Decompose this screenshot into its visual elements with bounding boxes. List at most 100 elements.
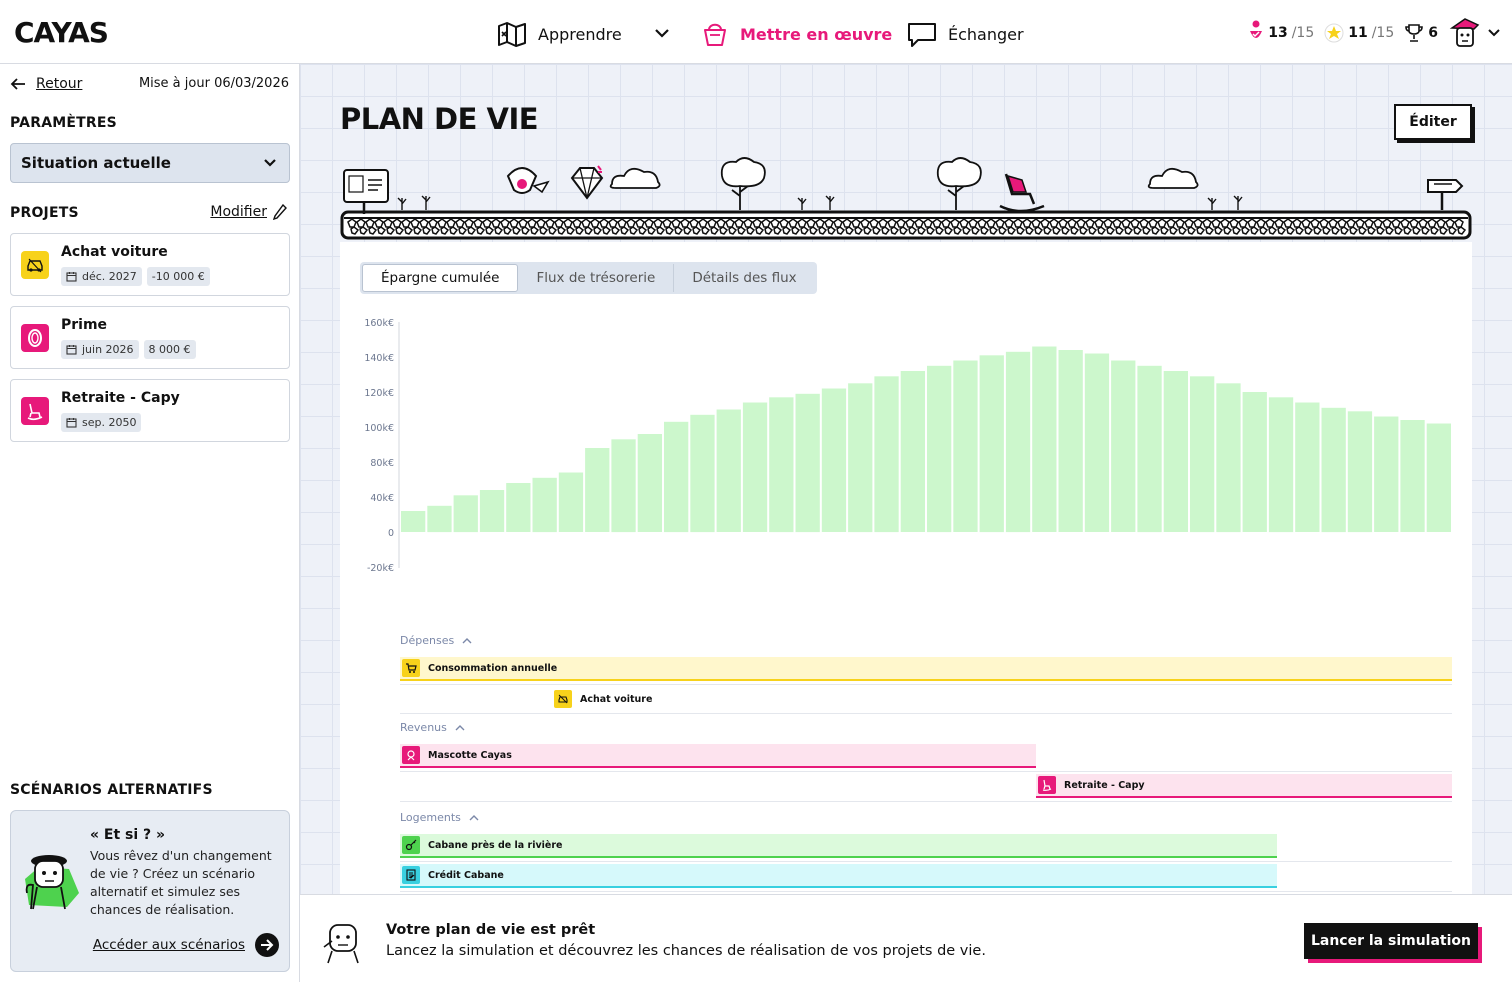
tree-icon bbox=[720, 157, 982, 210]
chart-bar[interactable] bbox=[479, 490, 505, 532]
chart-bar[interactable] bbox=[1374, 416, 1399, 533]
chevron-down-icon[interactable] bbox=[1486, 25, 1502, 41]
chart-bar[interactable] bbox=[795, 393, 820, 533]
nav-mettre-en-oeuvre[interactable]: Mettre en œuvre bbox=[700, 20, 892, 48]
tab-flux-tresorerie[interactable]: Flux de trésorerie bbox=[518, 264, 675, 292]
main-content: PLAN DE VIE Éditer bbox=[300, 64, 1512, 894]
mascot-icon bbox=[402, 746, 420, 764]
params-title: PARAMÈTRES bbox=[10, 115, 117, 131]
avatar[interactable] bbox=[1448, 16, 1482, 50]
heart-pin-icon bbox=[1250, 20, 1263, 38]
chart-bar[interactable] bbox=[401, 511, 426, 532]
y-tick-label: 100k€ bbox=[364, 423, 394, 434]
chart-bar[interactable] bbox=[1032, 346, 1057, 533]
nav-apprendre[interactable]: Apprendre bbox=[496, 20, 672, 48]
chart-bar[interactable] bbox=[1321, 407, 1346, 533]
chart-bar[interactable] bbox=[558, 472, 584, 533]
chart-bar[interactable] bbox=[821, 388, 847, 533]
chart-bar[interactable] bbox=[953, 360, 978, 533]
back-link[interactable]: Retour bbox=[10, 76, 82, 92]
arrow-left-icon bbox=[10, 78, 25, 90]
last-update: Mise à jour 06/03/2026 bbox=[138, 76, 289, 91]
chart-bar[interactable] bbox=[1137, 365, 1162, 533]
lives-stat: 13/15 bbox=[1248, 19, 1314, 47]
trophies-stat: 6 bbox=[1404, 23, 1438, 43]
chart-bar[interactable] bbox=[1111, 360, 1136, 533]
chevron-up-icon bbox=[455, 725, 465, 731]
project-card-prime[interactable]: Prime juin 2026 8 000 € bbox=[10, 306, 290, 369]
user-menu[interactable] bbox=[1448, 16, 1502, 50]
chart-bar[interactable] bbox=[427, 505, 452, 533]
stars-stat: 11/15 bbox=[1324, 23, 1394, 43]
user-stats: 13/15 11/15 6 bbox=[1248, 16, 1502, 50]
chart-bar[interactable] bbox=[453, 495, 478, 533]
flow-consommation-annuelle[interactable]: Consommation annuelle bbox=[400, 657, 1452, 681]
chart-bar[interactable] bbox=[1347, 411, 1373, 533]
pencil-icon bbox=[273, 204, 287, 220]
category-income[interactable]: Revenus bbox=[400, 721, 465, 734]
chart-bar[interactable] bbox=[874, 376, 899, 533]
chart-bar[interactable] bbox=[585, 448, 610, 532]
y-tick-label: 80k€ bbox=[370, 458, 394, 469]
situation-select[interactable]: Situation actuelle bbox=[10, 143, 290, 183]
project-card-achat-voiture[interactable]: Achat voiture déc. 2027 -10 000 € bbox=[10, 233, 290, 296]
chart-bar[interactable] bbox=[927, 365, 952, 533]
chart-bar[interactable] bbox=[900, 371, 925, 532]
cayas-logo[interactable]: CAYAS bbox=[14, 16, 109, 49]
flow-achat-voiture[interactable]: Achat voiture bbox=[552, 687, 1452, 711]
flow-mascotte-cayas[interactable]: Mascotte Cayas bbox=[400, 744, 1036, 768]
chart-bar[interactable] bbox=[1268, 397, 1294, 533]
category-housing[interactable]: Logements bbox=[400, 811, 479, 824]
ready-title: Votre plan de vie est prêt bbox=[386, 922, 596, 938]
nav-echanger[interactable]: Échanger bbox=[906, 20, 1024, 48]
exit-sign bbox=[1427, 179, 1464, 210]
chart-bar[interactable] bbox=[1005, 351, 1031, 533]
map-icon bbox=[498, 22, 526, 47]
chart-bar[interactable] bbox=[1190, 376, 1215, 533]
chart-bar[interactable] bbox=[716, 409, 741, 533]
chart-bar[interactable] bbox=[506, 483, 531, 532]
project-amount: 8 000 € bbox=[143, 340, 196, 359]
project-amount: -10 000 € bbox=[146, 267, 210, 286]
chart-bar[interactable] bbox=[1058, 350, 1083, 532]
chart-bar[interactable] bbox=[769, 397, 794, 533]
chart-bar[interactable] bbox=[848, 383, 873, 533]
chart-bar[interactable] bbox=[1400, 420, 1425, 532]
flow-retraite-capy[interactable]: Retraite - Capy bbox=[1036, 774, 1452, 798]
ring-icon bbox=[21, 324, 49, 352]
cloud-icon bbox=[609, 167, 1199, 189]
edit-button[interactable]: Éditer bbox=[1394, 104, 1472, 140]
trophy-icon bbox=[1405, 24, 1424, 42]
chart-bar[interactable] bbox=[1426, 423, 1451, 533]
chart-bar[interactable] bbox=[664, 421, 689, 533]
tab-details-flux[interactable]: Détails des flux bbox=[692, 270, 797, 286]
diamond-icon bbox=[570, 165, 604, 200]
flow-cabane-riviere[interactable]: Cabane près de la rivière bbox=[400, 834, 1277, 858]
calendar-icon bbox=[66, 345, 77, 355]
speech-bubble-icon bbox=[908, 23, 936, 47]
category-expenses[interactable]: Dépenses bbox=[400, 634, 472, 647]
chart-bar[interactable] bbox=[637, 434, 662, 532]
flow-credit-cabane[interactable]: Crédit Cabane bbox=[400, 864, 1277, 888]
scenarios-link[interactable]: Accéder aux scénarios bbox=[93, 933, 279, 957]
chart-bar[interactable] bbox=[1084, 353, 1110, 533]
tab-epargne-cumulee[interactable]: Épargne cumulée bbox=[362, 264, 519, 292]
chart-bar[interactable] bbox=[742, 402, 768, 533]
launch-simulation-button[interactable]: Lancer la simulation bbox=[1304, 923, 1478, 959]
chart-bar[interactable] bbox=[690, 414, 715, 533]
chevron-down-icon[interactable] bbox=[638, 24, 672, 44]
key-icon bbox=[402, 836, 420, 854]
chart-bar[interactable] bbox=[532, 477, 557, 533]
chart-bar[interactable] bbox=[1242, 392, 1267, 532]
chart-bar[interactable] bbox=[611, 439, 636, 533]
chart-bar[interactable] bbox=[979, 355, 1004, 533]
modify-projects-link[interactable]: Modifier bbox=[210, 204, 287, 220]
capy-mascot-icon bbox=[25, 855, 79, 910]
chart-bar[interactable] bbox=[1163, 371, 1188, 532]
chart-bar[interactable] bbox=[1216, 383, 1241, 533]
star-icon bbox=[1324, 23, 1344, 43]
projects-title: PROJETS bbox=[10, 205, 79, 221]
project-card-retraite[interactable]: Retraite - Capy sep. 2050 bbox=[10, 379, 290, 442]
chart-bar[interactable] bbox=[1295, 402, 1320, 533]
y-tick-label: 0 bbox=[388, 528, 394, 539]
